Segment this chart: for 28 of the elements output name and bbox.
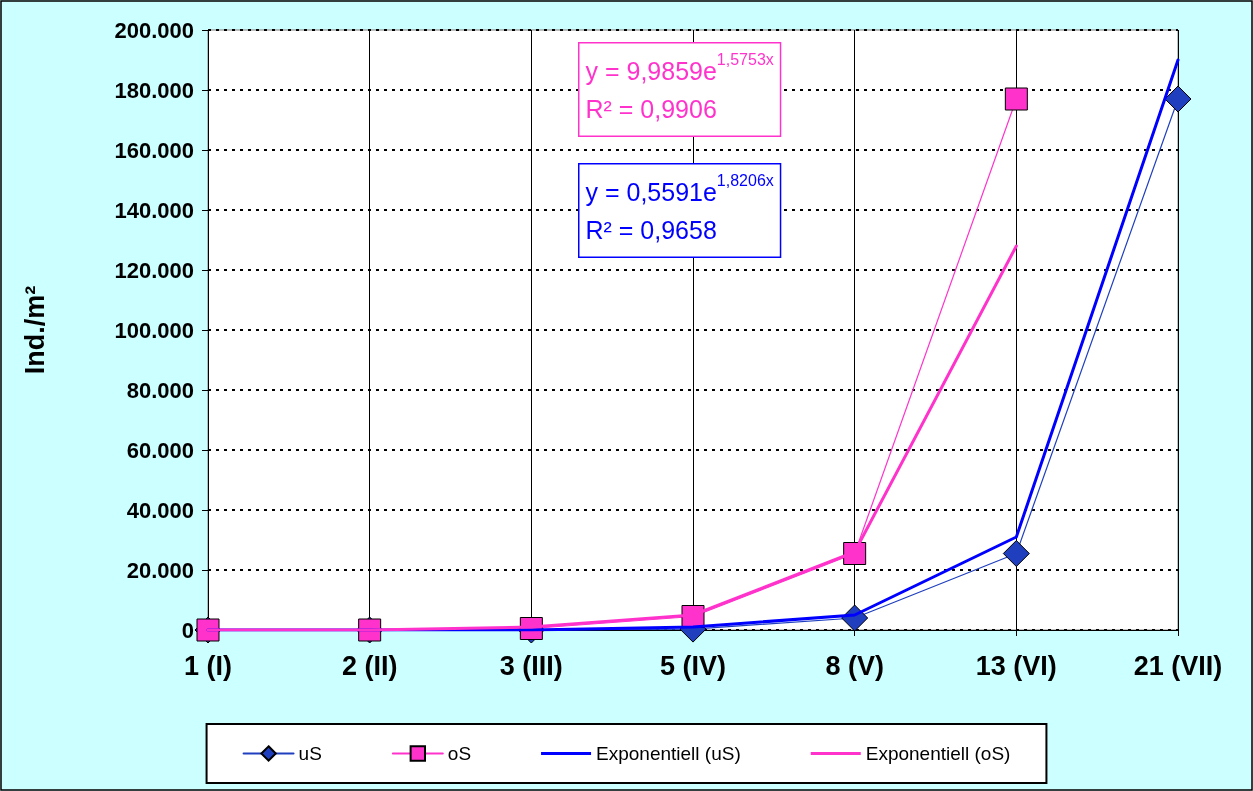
x-tick-label: 2 (II) bbox=[341, 650, 398, 681]
legend-label: uS bbox=[298, 743, 322, 764]
x-tick-label: 13 (VI) bbox=[975, 650, 1057, 681]
x-tick-label: 5 (IV) bbox=[659, 650, 727, 681]
y-tick-label: 200.000 bbox=[114, 17, 194, 43]
point bbox=[1004, 87, 1028, 111]
x-tick-label: 1 (I) bbox=[183, 650, 233, 681]
y-tick-label: 100.000 bbox=[114, 317, 194, 343]
y-tick-label: 160.000 bbox=[114, 137, 194, 163]
x-tick-label: 3 (III) bbox=[499, 650, 563, 681]
legend-label: Exponentiell (uS) bbox=[596, 743, 741, 764]
point bbox=[1002, 540, 1030, 567]
legend-label: oS bbox=[447, 743, 472, 764]
legend-label: Exponentiell (oS) bbox=[865, 743, 1011, 764]
y-tick-label: 180.000 bbox=[114, 77, 194, 103]
annotation: R² = 0,9906 bbox=[585, 94, 717, 123]
y-tick-label: 140.000 bbox=[114, 197, 194, 223]
x-tick-label: 8 (V) bbox=[825, 650, 884, 681]
y-tick-label: 80.000 bbox=[126, 377, 194, 403]
y-axis-title: Ind./m² bbox=[19, 285, 50, 375]
annotation: R² = 0,9658 bbox=[585, 215, 717, 244]
point bbox=[1164, 85, 1192, 113]
y-tick-label: 40.000 bbox=[126, 497, 194, 523]
y-tick-label: 0 bbox=[181, 617, 194, 643]
y-tick-label: 120.000 bbox=[114, 257, 194, 283]
x-tick-label: 21 (VII) bbox=[1133, 650, 1223, 681]
y-tick-label: 20.000 bbox=[126, 557, 194, 583]
y-tick-label: 60.000 bbox=[126, 437, 194, 463]
